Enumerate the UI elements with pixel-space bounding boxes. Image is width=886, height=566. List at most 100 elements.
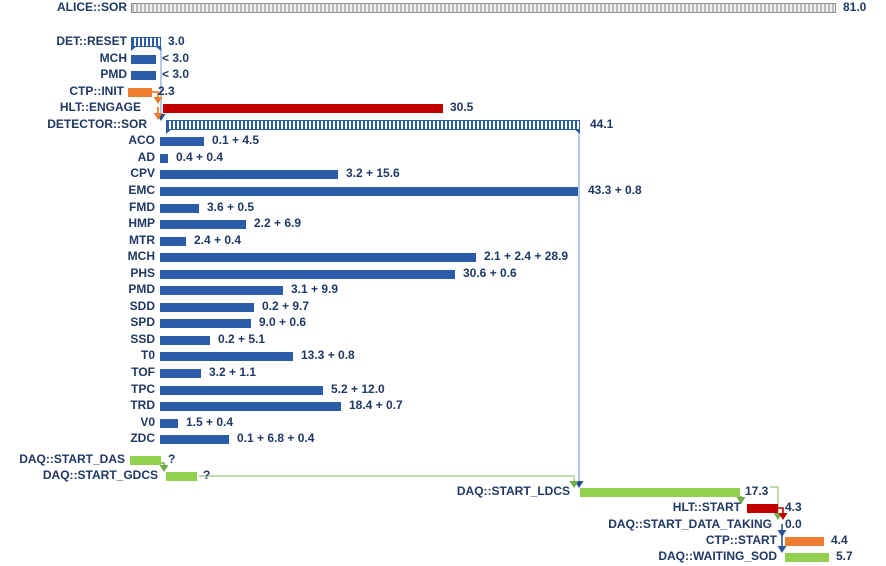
row-bar [160, 252, 476, 262]
connector-arrowhead-icon [569, 481, 579, 488]
row-value: 2.1 + 2.4 + 28.9 [484, 249, 569, 263]
row-bar [131, 3, 836, 13]
row-value: 44.1 [590, 117, 614, 131]
row-value: ? [203, 468, 211, 482]
row-label: PMD [128, 282, 155, 296]
row-value: 0.2 + 9.7 [262, 299, 310, 313]
row-label: DET::RESET [56, 34, 127, 48]
connector-line-start-gdcs-to-start-ldcs [199, 475, 575, 482]
row-value: 2.2 + 6.9 [254, 216, 302, 230]
row-bar [160, 401, 341, 411]
row-bar [160, 318, 251, 328]
row-bar [160, 285, 283, 295]
row-label: CPV [130, 166, 155, 180]
row-value: 0.1 + 6.8 + 0.4 [237, 431, 315, 445]
row-label: EMC [128, 183, 155, 197]
row-bar [160, 169, 338, 179]
connector-arrowhead-icon [153, 113, 163, 120]
row-bar [163, 103, 443, 113]
row-bar [160, 418, 178, 428]
row-label: DAQ::WAITING_SOD [658, 549, 777, 563]
row-value: 4.3 [785, 500, 802, 514]
row-label: MTR [129, 233, 155, 247]
row-value: 5.2 + 12.0 [331, 382, 385, 396]
row-bar [131, 70, 156, 80]
row-value: 0.2 + 5.1 [218, 332, 266, 346]
row-bar [128, 87, 152, 97]
row-label: PHS [130, 266, 155, 280]
row-bar [580, 487, 740, 497]
row-label: ALICE::SOR [57, 0, 127, 14]
connector-arrowhead-icon [777, 546, 787, 553]
row-label: HLT::ENGAGE [59, 100, 141, 114]
row-bar [160, 136, 204, 146]
row-label: HMP [128, 216, 155, 230]
row-bar [160, 269, 455, 279]
row-label: ZDC [130, 431, 155, 445]
row-bar [160, 351, 293, 361]
row-label: DAQ::START_LDCS [456, 484, 570, 498]
row-label: DAQ::START_DATA_TAKING [608, 517, 772, 531]
row-label: TRD [130, 398, 155, 412]
row-bar [160, 186, 578, 196]
row-value: 30.5 [450, 100, 474, 114]
row-value: 3.6 + 0.5 [207, 200, 255, 214]
row-bar [160, 385, 323, 395]
row-value: 17.3 [745, 484, 769, 498]
row-label: MCH [127, 249, 155, 263]
row-value: 1.5 + 0.4 [186, 415, 234, 429]
row-label: DAQ::START_DAS [19, 452, 125, 466]
row-label: FMD [129, 200, 155, 214]
row-bar [160, 302, 254, 312]
row-value: 30.6 + 0.6 [463, 266, 517, 280]
row-bar [160, 219, 246, 229]
row-bar [160, 236, 186, 246]
connector-arrowhead-icon [159, 465, 169, 472]
row-label: SPD [130, 315, 155, 329]
row-value: 0.4 + 0.4 [176, 150, 224, 164]
row-label: V0 [140, 415, 155, 429]
row-label: TPC [131, 382, 155, 396]
row-bar [160, 335, 210, 345]
row-label: SDD [129, 299, 155, 313]
row-value: 3.1 + 9.9 [291, 282, 339, 296]
row-label: T0 [140, 348, 155, 362]
row-label: HLT::START [672, 500, 741, 514]
row-bar [166, 120, 580, 134]
connector-line-start-ldcs-to-data-taking [770, 486, 779, 514]
row-value: 2.3 [158, 84, 175, 98]
row-bar [160, 153, 168, 163]
row-bar [131, 54, 156, 64]
row-value: 0.0 [785, 517, 802, 531]
row-label: CTP::START [705, 533, 777, 547]
row-label: DETECTOR::SOR [47, 117, 147, 131]
connector-line-hlt-start-to-data-taking [778, 507, 784, 514]
row-label: CTP::INIT [69, 84, 124, 98]
row-bar [747, 503, 778, 513]
connector-arrowhead-icon [777, 530, 787, 537]
row-bar [166, 471, 197, 481]
row-bar [131, 37, 161, 51]
connector-arrowhead-icon [778, 513, 788, 520]
connector-line-ctp-init-to-hlt-engage [152, 91, 159, 98]
row-value: 9.0 + 0.6 [259, 315, 307, 329]
row-label: AD [137, 150, 155, 164]
row-value: < 3.0 [162, 51, 190, 65]
connector-arrowhead-icon [153, 97, 163, 104]
row-label: SSD [130, 332, 155, 346]
row-label: TOF [131, 365, 155, 379]
row-value: 81.0 [843, 0, 867, 14]
row-bar [160, 203, 199, 213]
row-bar [785, 552, 829, 562]
row-label: ACO [128, 133, 155, 147]
row-value: 13.3 + 0.8 [301, 348, 355, 362]
row-value: 2.4 + 0.4 [194, 233, 242, 247]
row-value: ? [168, 452, 176, 466]
row-label: PMD [100, 67, 127, 81]
row-value: 3.0 [168, 34, 185, 48]
row-bar [160, 434, 229, 444]
row-label: MCH [99, 51, 127, 65]
row-label: DAQ::START_GDCS [42, 468, 158, 482]
